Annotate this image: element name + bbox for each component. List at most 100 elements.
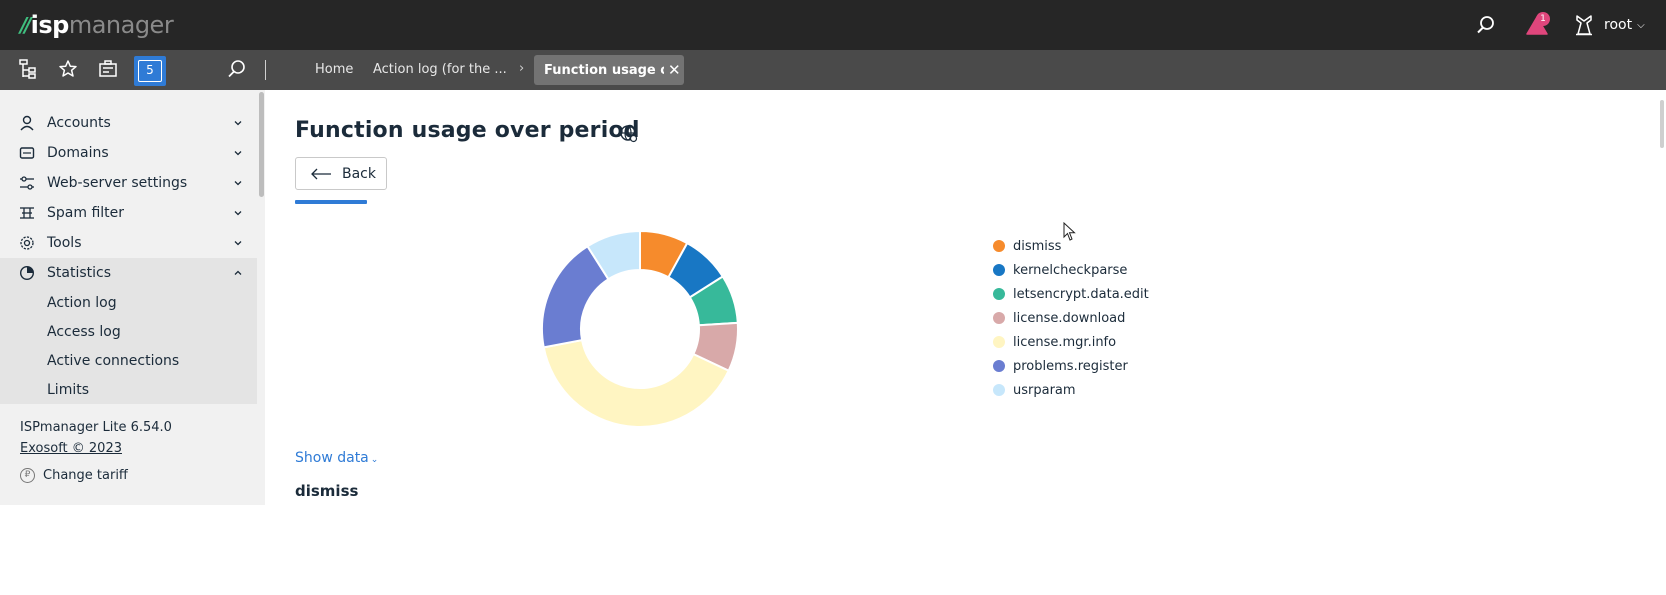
open-tabs-count[interactable]: 5	[138, 60, 162, 82]
sidebar-subitem-action-log[interactable]: Action log	[47, 294, 117, 311]
gear-icon	[18, 234, 36, 252]
tariff-icon: ₽	[20, 468, 35, 483]
sidebar-subitem-active-connections[interactable]: Active connections	[47, 352, 180, 369]
legend-swatch	[993, 312, 1005, 324]
back-button[interactable]: Back	[295, 157, 387, 190]
pie-chart-icon	[18, 264, 36, 282]
notifications-button[interactable]: 1	[1523, 12, 1551, 40]
legend-label: license.download	[1013, 310, 1126, 326]
sidebar-item-statistics[interactable]: Statistics	[0, 258, 257, 288]
close-icon[interactable]: ✕	[668, 61, 681, 79]
legend-label: license.mgr.info	[1013, 334, 1117, 350]
user-avatar-icon	[1576, 15, 1592, 36]
main-scrollbar[interactable]	[1660, 100, 1664, 148]
show-data-label: Show data	[295, 450, 369, 466]
user-name: root	[1604, 17, 1633, 33]
chevron-down-icon	[234, 151, 242, 156]
sidebar-scrollbar[interactable]	[259, 92, 264, 197]
legend-label: dismiss	[1013, 238, 1062, 254]
sidebar-item-web-server-settings[interactable]: Web-server settings	[0, 168, 257, 198]
mouse-cursor-icon	[1063, 222, 1076, 241]
sidebar-item-label: Tools	[47, 235, 82, 251]
user-menu[interactable]: root ⌵	[1574, 12, 1645, 38]
logo-mark: //	[20, 13, 31, 37]
search-icon[interactable]	[226, 58, 250, 82]
toolbar	[0, 50, 1666, 90]
app-logo[interactable]: // isp manager	[20, 10, 174, 40]
legend-label: letsencrypt.data.edit	[1013, 286, 1149, 302]
donut-slice-usrparam[interactable]	[586, 229, 641, 281]
logo-isp: isp	[30, 11, 70, 39]
legend-label: kernelcheckparse	[1013, 262, 1128, 278]
legend-item-kernelcheckparse[interactable]: kernelcheckparse	[993, 258, 1149, 282]
star-icon[interactable]	[57, 58, 81, 82]
legend-swatch	[993, 240, 1005, 252]
sidebar-subitem-limits[interactable]: Limits	[47, 381, 89, 398]
version-text: ISPmanager Lite 6.54.0	[20, 420, 172, 435]
toolbar-divider	[265, 60, 266, 80]
sidebar-item-accounts[interactable]: Accounts	[0, 108, 257, 138]
arrow-left-icon	[311, 168, 331, 179]
back-label: Back	[342, 165, 376, 182]
breadcrumb-active-tab[interactable]: Function usage ove... ✕	[534, 55, 684, 85]
global-search-icon[interactable]	[1474, 13, 1498, 37]
legend-swatch	[993, 264, 1005, 276]
sidebar-item-spam-filter[interactable]: Spam filter	[0, 198, 257, 228]
active-tab-indicator	[295, 200, 367, 204]
sidebar-item-label: Accounts	[47, 115, 111, 131]
legend-item-letsencrypt-data-edit[interactable]: letsencrypt.data.edit	[993, 282, 1149, 306]
chevron-up-icon	[234, 270, 242, 275]
tree-view-icon[interactable]	[17, 58, 41, 82]
breadcrumb-home[interactable]: Home	[315, 62, 354, 77]
breadcrumb-action-log[interactable]: Action log (for the ...	[373, 62, 507, 77]
chevron-down-icon	[234, 121, 242, 126]
sidebar-item-label: Web-server settings	[47, 175, 188, 191]
change-tariff-link[interactable]: ₽ Change tariff	[20, 468, 128, 483]
sidebar-item-label: Domains	[47, 145, 109, 161]
chevron-down-icon: ⌵	[1637, 19, 1645, 31]
sidebar-item-label: Statistics	[47, 265, 111, 281]
statistics-submenu: Action log Access log Active connections…	[0, 288, 257, 404]
chevron-down-icon	[234, 181, 242, 186]
legend-swatch	[993, 360, 1005, 372]
section-heading: dismiss	[295, 482, 359, 500]
show-data-toggle[interactable]: Show data ⌄	[295, 450, 378, 466]
sliders-icon	[18, 174, 36, 192]
filter-icon	[18, 204, 36, 222]
legend-label: problems.register	[1013, 358, 1128, 374]
sidebar-item-domains[interactable]: Domains	[0, 138, 257, 168]
notification-badge: 1	[1536, 12, 1550, 26]
legend-swatch	[993, 336, 1005, 348]
sidebar-item-tools[interactable]: Tools	[0, 228, 257, 258]
top-bar: // isp manager 1 root ⌵	[0, 0, 1666, 50]
sidebar-subitem-access-log[interactable]: Access log	[47, 323, 121, 340]
sidebar-item-label: Spam filter	[47, 205, 125, 221]
legend-label: usrparam	[1013, 382, 1076, 398]
domains-icon	[18, 144, 36, 162]
page-title: Function usage over period	[295, 118, 640, 143]
donut-chart	[541, 229, 739, 428]
active-tab-label: Function usage ove...	[544, 62, 664, 78]
main-content	[265, 90, 1666, 505]
legend-item-dismiss[interactable]: dismiss	[993, 234, 1149, 258]
legend-item-problems-register[interactable]: problems.register	[993, 354, 1149, 378]
chart-legend: dismiss kernelcheckparse letsencrypt.data.…	[993, 234, 1149, 402]
chevron-down-icon	[234, 241, 242, 246]
legend-item-usrparam[interactable]: usrparam	[993, 378, 1149, 402]
legend-swatch	[993, 384, 1005, 396]
copyright-link[interactable]: Exosoft © 2023	[20, 441, 122, 456]
chevron-down-icon	[234, 211, 242, 216]
globe-icon[interactable]	[619, 124, 639, 144]
sidebar-footer	[0, 488, 265, 595]
chevron-down-icon: ⌄	[370, 455, 379, 465]
donut-slice-license-mgr-info[interactable]	[542, 338, 731, 428]
sidebar: Accounts Domains Web-server settings Spa…	[0, 90, 265, 505]
change-tariff-label: Change tariff	[43, 468, 128, 483]
legend-swatch	[993, 288, 1005, 300]
breadcrumb-chevron-icon: ›	[519, 61, 525, 76]
logo-manager: manager	[68, 11, 174, 39]
sidebar-menu: Accounts Domains Web-server settings Spa…	[0, 108, 257, 488]
legend-item-license-mgr-info[interactable]: license.mgr.info	[993, 330, 1149, 354]
dashboard-icon[interactable]	[97, 58, 121, 82]
legend-item-license-download[interactable]: license.download	[993, 306, 1149, 330]
